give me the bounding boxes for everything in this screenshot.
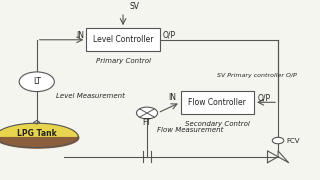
Text: IN: IN <box>77 31 85 40</box>
Circle shape <box>136 107 157 119</box>
Text: O/P: O/P <box>257 93 270 102</box>
Text: Primary Control: Primary Control <box>96 58 150 64</box>
Text: LPG Tank: LPG Tank <box>17 129 57 138</box>
Text: Level Controller: Level Controller <box>93 35 153 44</box>
FancyBboxPatch shape <box>86 28 160 51</box>
Circle shape <box>272 137 284 144</box>
Text: IN: IN <box>168 93 176 102</box>
Text: O/P: O/P <box>163 31 176 40</box>
Text: SV: SV <box>130 2 140 11</box>
FancyBboxPatch shape <box>180 91 254 114</box>
Circle shape <box>19 72 54 92</box>
Text: SV Primary controller O/P: SV Primary controller O/P <box>217 73 297 78</box>
Text: FCV: FCV <box>286 138 300 143</box>
Text: FT: FT <box>143 118 151 127</box>
Text: LT: LT <box>33 77 41 86</box>
Text: Flow Measurement: Flow Measurement <box>156 127 223 133</box>
Text: Level Measurement: Level Measurement <box>56 93 125 99</box>
Text: Secondary Control: Secondary Control <box>185 121 250 127</box>
Text: Flow Controller: Flow Controller <box>188 98 246 107</box>
